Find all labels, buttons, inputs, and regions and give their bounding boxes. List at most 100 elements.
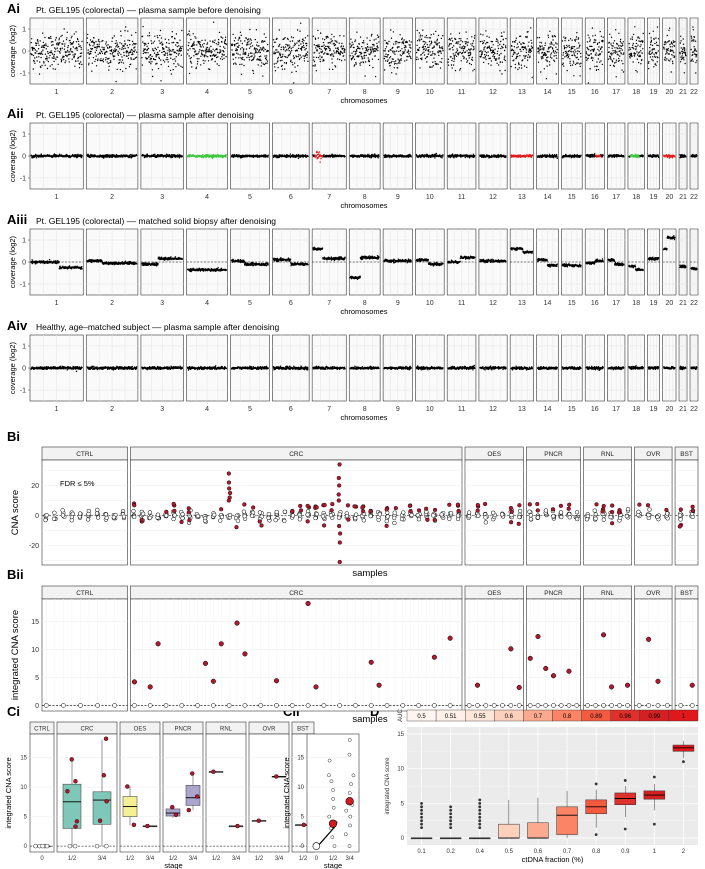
facet-ovr: OVR 1/2 3/4 xyxy=(248,721,290,862)
significant-point xyxy=(535,501,540,507)
chromosome-label: 9 xyxy=(396,406,400,413)
zero-score-point xyxy=(593,703,598,708)
chromosome-facet-19: 19 xyxy=(647,17,661,96)
outlier-point xyxy=(420,826,423,830)
coverage-points-highlight xyxy=(186,153,228,159)
coverage-points xyxy=(690,153,698,158)
chromosome-facet-5: 5 xyxy=(230,17,270,96)
sample-point xyxy=(349,782,353,786)
score-point xyxy=(95,507,100,513)
facet-panel xyxy=(583,598,632,712)
auc-value: 0.96 xyxy=(619,714,631,720)
score-point xyxy=(297,517,303,522)
chromosome-label: 19 xyxy=(650,194,658,201)
sample-point xyxy=(343,832,348,837)
y-tick-label: 15 xyxy=(20,756,27,762)
sample-column xyxy=(241,502,248,521)
score-point xyxy=(447,516,452,521)
facet-panel xyxy=(41,598,128,712)
score-point xyxy=(132,514,137,520)
sample-column xyxy=(600,503,607,522)
facet-strip-label: RNL xyxy=(601,451,614,458)
significant-point xyxy=(336,475,341,481)
zero-score-point xyxy=(274,703,279,708)
score-point xyxy=(574,516,580,522)
significant-point xyxy=(336,498,341,503)
significant-point xyxy=(337,523,342,529)
significant-point xyxy=(256,818,261,823)
chromosome-facet-20: 20 xyxy=(662,228,677,307)
significant-point xyxy=(601,503,606,509)
zero-score-point xyxy=(609,703,614,708)
zero-score-point xyxy=(211,703,216,708)
zero-score-point xyxy=(78,703,83,708)
coverage-points xyxy=(607,29,625,78)
significant-point xyxy=(425,517,430,522)
significant-point xyxy=(305,503,310,508)
chromosome-facet-4: 4 xyxy=(186,122,228,201)
significant-point xyxy=(516,521,521,526)
chromosome-facet-14: 14 xyxy=(536,122,559,201)
score-point xyxy=(665,511,670,516)
coverage-points xyxy=(415,365,444,371)
chromosome-label: 14 xyxy=(544,300,552,307)
chromosome-facet-16: 16 xyxy=(584,228,605,307)
chromosome-facet-7: 7 xyxy=(311,122,347,201)
sample-column xyxy=(344,503,351,522)
x-tick-label: 0.9 xyxy=(621,849,630,855)
sample-point xyxy=(327,773,331,778)
score-point xyxy=(266,511,272,517)
score-point xyxy=(86,511,91,517)
x-axis-label: stage xyxy=(164,861,182,869)
sample-column xyxy=(664,507,670,521)
chromosome-label: 14 xyxy=(544,89,552,96)
significant-point xyxy=(655,678,661,684)
significant-point xyxy=(517,503,522,508)
y-tick-label: 15 xyxy=(31,619,39,626)
chromosome-facet-13: 13 xyxy=(509,228,534,307)
zero-score-point xyxy=(646,703,651,708)
chromosome-facet-22: 22 xyxy=(689,228,699,307)
chromosome-label: 16 xyxy=(591,300,599,307)
y-tick-label: -1 xyxy=(20,282,26,289)
panel-bi-plot: CNA score 20 0 -20 CTRL FDR ≤ 5% CRC OES PNCR RNL… xyxy=(10,446,699,579)
significant-point xyxy=(616,510,622,515)
significant-point xyxy=(677,524,682,529)
y-axis-label: coverage (log2) xyxy=(8,235,17,288)
chromosome-label: 19 xyxy=(650,300,658,307)
chromosome-facet-19: 19 xyxy=(647,334,661,413)
outlier-point xyxy=(652,775,656,779)
chromosome-facet-21: 21 xyxy=(678,122,688,201)
chromosome-label: 16 xyxy=(591,89,599,96)
significant-point xyxy=(508,646,514,652)
chromosome-facet-1: 1 xyxy=(29,334,84,413)
significant-point xyxy=(535,633,541,640)
coverage-points-highlight xyxy=(595,154,602,158)
significant-point xyxy=(226,480,232,485)
coverage-points xyxy=(647,366,660,371)
sample-column xyxy=(399,510,406,522)
chromosome-label: 5 xyxy=(248,300,252,307)
chromosome-label: 4 xyxy=(205,300,209,307)
score-point xyxy=(180,516,185,521)
chromosome-facet-18: 18 xyxy=(627,334,645,413)
score-point xyxy=(361,518,366,523)
chromosome-facet-11: 11 xyxy=(446,334,477,413)
chromosome-label: 11 xyxy=(458,406,465,413)
chromosome-facet-6: 6 xyxy=(272,122,310,201)
chromosome-label: 22 xyxy=(690,194,698,201)
score-point xyxy=(377,512,382,517)
significant-point xyxy=(346,517,351,522)
zero-score-point xyxy=(665,703,670,708)
chromosome-label: 14 xyxy=(544,406,552,413)
sample-column xyxy=(281,509,288,524)
significant-point xyxy=(474,682,481,688)
facet-strip-label: PNCR xyxy=(174,727,192,733)
y-tick-label: 0 xyxy=(35,513,39,520)
chromosome-label: 20 xyxy=(665,89,673,96)
box-0.5: 0.5 xyxy=(498,727,520,855)
score-point xyxy=(314,512,319,517)
chromosome-facet-8: 8 xyxy=(348,122,381,201)
significant-point xyxy=(329,508,334,513)
chromosome-label: 13 xyxy=(518,194,526,201)
